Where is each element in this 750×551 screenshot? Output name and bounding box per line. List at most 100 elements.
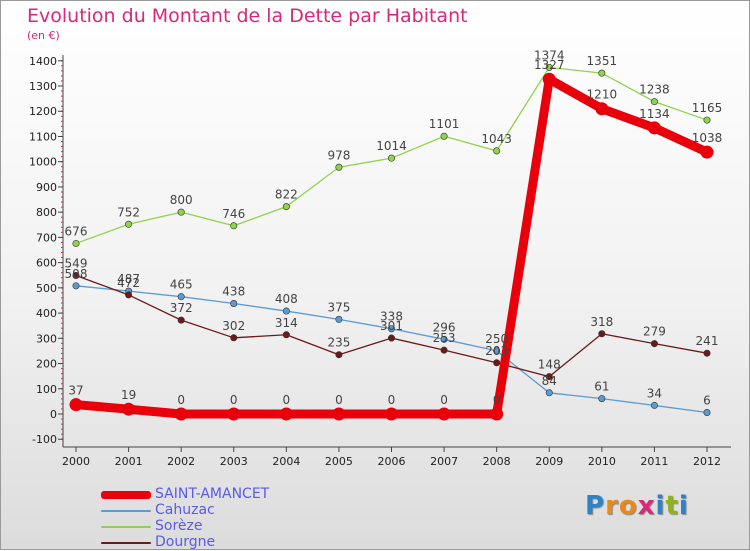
chart-title: Evolution du Montant de la Dette par Hab…: [27, 5, 468, 27]
data-label-dourgne: 241: [696, 334, 719, 348]
data-label-cahuzac: 408: [275, 292, 298, 306]
data-label-dourgne: 253: [433, 331, 456, 345]
data-point-saint-amancet: [332, 407, 346, 421]
data-label-dourgne: 314: [275, 316, 298, 330]
x-tick-label: 2008: [483, 455, 511, 468]
data-label-saint-amancet: 0: [335, 393, 343, 407]
x-tick-label: 2010: [588, 455, 616, 468]
data-label-cahuzac: 61: [594, 380, 609, 394]
data-label-soreze: 1238: [639, 83, 670, 97]
data-label-dourgne: 279: [643, 325, 666, 339]
data-point-cahuzac: [177, 293, 185, 301]
legend-swatch: [101, 542, 151, 544]
data-label-saint-amancet: 1210: [587, 88, 618, 102]
data-point-cahuzac: [387, 325, 395, 333]
data-label-saint-amancet: 19: [121, 388, 136, 402]
data-point-dourgne: [282, 331, 290, 339]
data-point-dourgne: [703, 349, 711, 357]
y-tick-label: 600: [36, 257, 57, 270]
data-point-soreze: [177, 208, 185, 216]
data-point-dourgne: [493, 359, 501, 367]
y-tick-label: 0: [50, 408, 57, 421]
data-point-saint-amancet: [437, 407, 451, 421]
data-point-soreze: [230, 222, 238, 230]
data-label-cahuzac: 296: [433, 320, 456, 334]
data-label-cahuzac: 487: [117, 272, 140, 286]
y-tick-label: 300: [36, 332, 57, 345]
data-point-saint-amancet: [490, 407, 504, 421]
data-point-saint-amancet: [69, 398, 83, 412]
data-label-soreze: 1101: [429, 117, 460, 131]
y-tick-label: 200: [36, 358, 57, 371]
data-label-saint-amancet: 0: [493, 393, 501, 407]
data-point-saint-amancet: [542, 72, 556, 86]
legend-label: Cahuzac: [155, 502, 215, 518]
data-label-soreze: 676: [65, 224, 88, 238]
data-label-dourgne: 203: [485, 344, 508, 358]
x-tick-label: 2006: [378, 455, 406, 468]
data-label-soreze: 1374: [534, 48, 565, 62]
data-point-dourgne: [72, 271, 80, 279]
data-point-cahuzac: [650, 401, 658, 409]
data-label-soreze: 1043: [481, 132, 512, 146]
y-tick-label: 700: [36, 231, 57, 244]
data-label-dourgne: 372: [170, 301, 193, 315]
data-label-saint-amancet: 1134: [639, 107, 670, 121]
y-tick-label: 1400: [29, 55, 57, 68]
chart-unit-label: (en €): [27, 29, 60, 42]
x-tick-label: 2004: [272, 455, 300, 468]
data-point-saint-amancet: [174, 407, 188, 421]
data-point-dourgne: [125, 291, 133, 299]
data-point-soreze: [545, 63, 553, 71]
y-tick-label: 1200: [29, 105, 57, 118]
data-label-cahuzac: 250: [485, 332, 508, 346]
data-label-saint-amancet: 1038: [692, 131, 723, 145]
data-point-cahuzac: [598, 395, 606, 403]
data-point-cahuzac: [282, 307, 290, 315]
x-tick-label: 2011: [640, 455, 668, 468]
legend-swatch: [101, 491, 151, 499]
x-tick-label: 2001: [115, 455, 143, 468]
data-label-soreze: 822: [275, 188, 298, 202]
x-tick-label: 2002: [167, 455, 195, 468]
data-point-saint-amancet: [227, 407, 241, 421]
y-tick-label: 900: [36, 181, 57, 194]
data-label-saint-amancet: 0: [440, 393, 448, 407]
data-point-soreze: [282, 203, 290, 211]
data-label-saint-amancet: 1327: [534, 58, 565, 72]
data-point-dourgne: [230, 334, 238, 342]
data-label-dourgne: 301: [380, 319, 403, 333]
data-label-dourgne: 318: [590, 315, 613, 329]
data-point-soreze: [125, 220, 133, 228]
data-label-cahuzac: 508: [65, 267, 88, 281]
y-tick-label: 1000: [29, 156, 57, 169]
x-tick-label: 2003: [220, 455, 248, 468]
data-label-cahuzac: 375: [327, 300, 350, 314]
data-label-saint-amancet: 0: [230, 393, 238, 407]
data-label-dourgne: 472: [117, 276, 140, 290]
data-point-cahuzac: [72, 282, 80, 290]
data-point-soreze: [72, 239, 80, 247]
data-label-cahuzac: 6: [703, 393, 711, 407]
data-point-dourgne: [598, 330, 606, 338]
data-point-dourgne: [387, 334, 395, 342]
data-point-saint-amancet: [595, 102, 609, 116]
x-tick-label: 2009: [535, 455, 563, 468]
data-point-cahuzac: [703, 408, 711, 416]
logo-letter: i: [655, 491, 666, 521]
logo-letter: t: [665, 491, 679, 521]
data-label-cahuzac: 438: [222, 284, 245, 298]
y-tick-label: 1300: [29, 80, 57, 93]
data-point-saint-amancet: [385, 407, 398, 421]
data-label-soreze: 1165: [692, 101, 723, 115]
y-tick-label: 400: [36, 307, 57, 320]
data-label-soreze: 1014: [376, 139, 407, 153]
logo-letter: x: [637, 491, 656, 521]
x-tick-label: 2012: [693, 455, 721, 468]
data-point-soreze: [387, 154, 395, 162]
y-tick-label: 500: [36, 282, 57, 295]
data-point-saint-amancet: [700, 145, 714, 159]
legend-swatch: [101, 526, 151, 528]
data-point-dourgne: [440, 346, 448, 354]
